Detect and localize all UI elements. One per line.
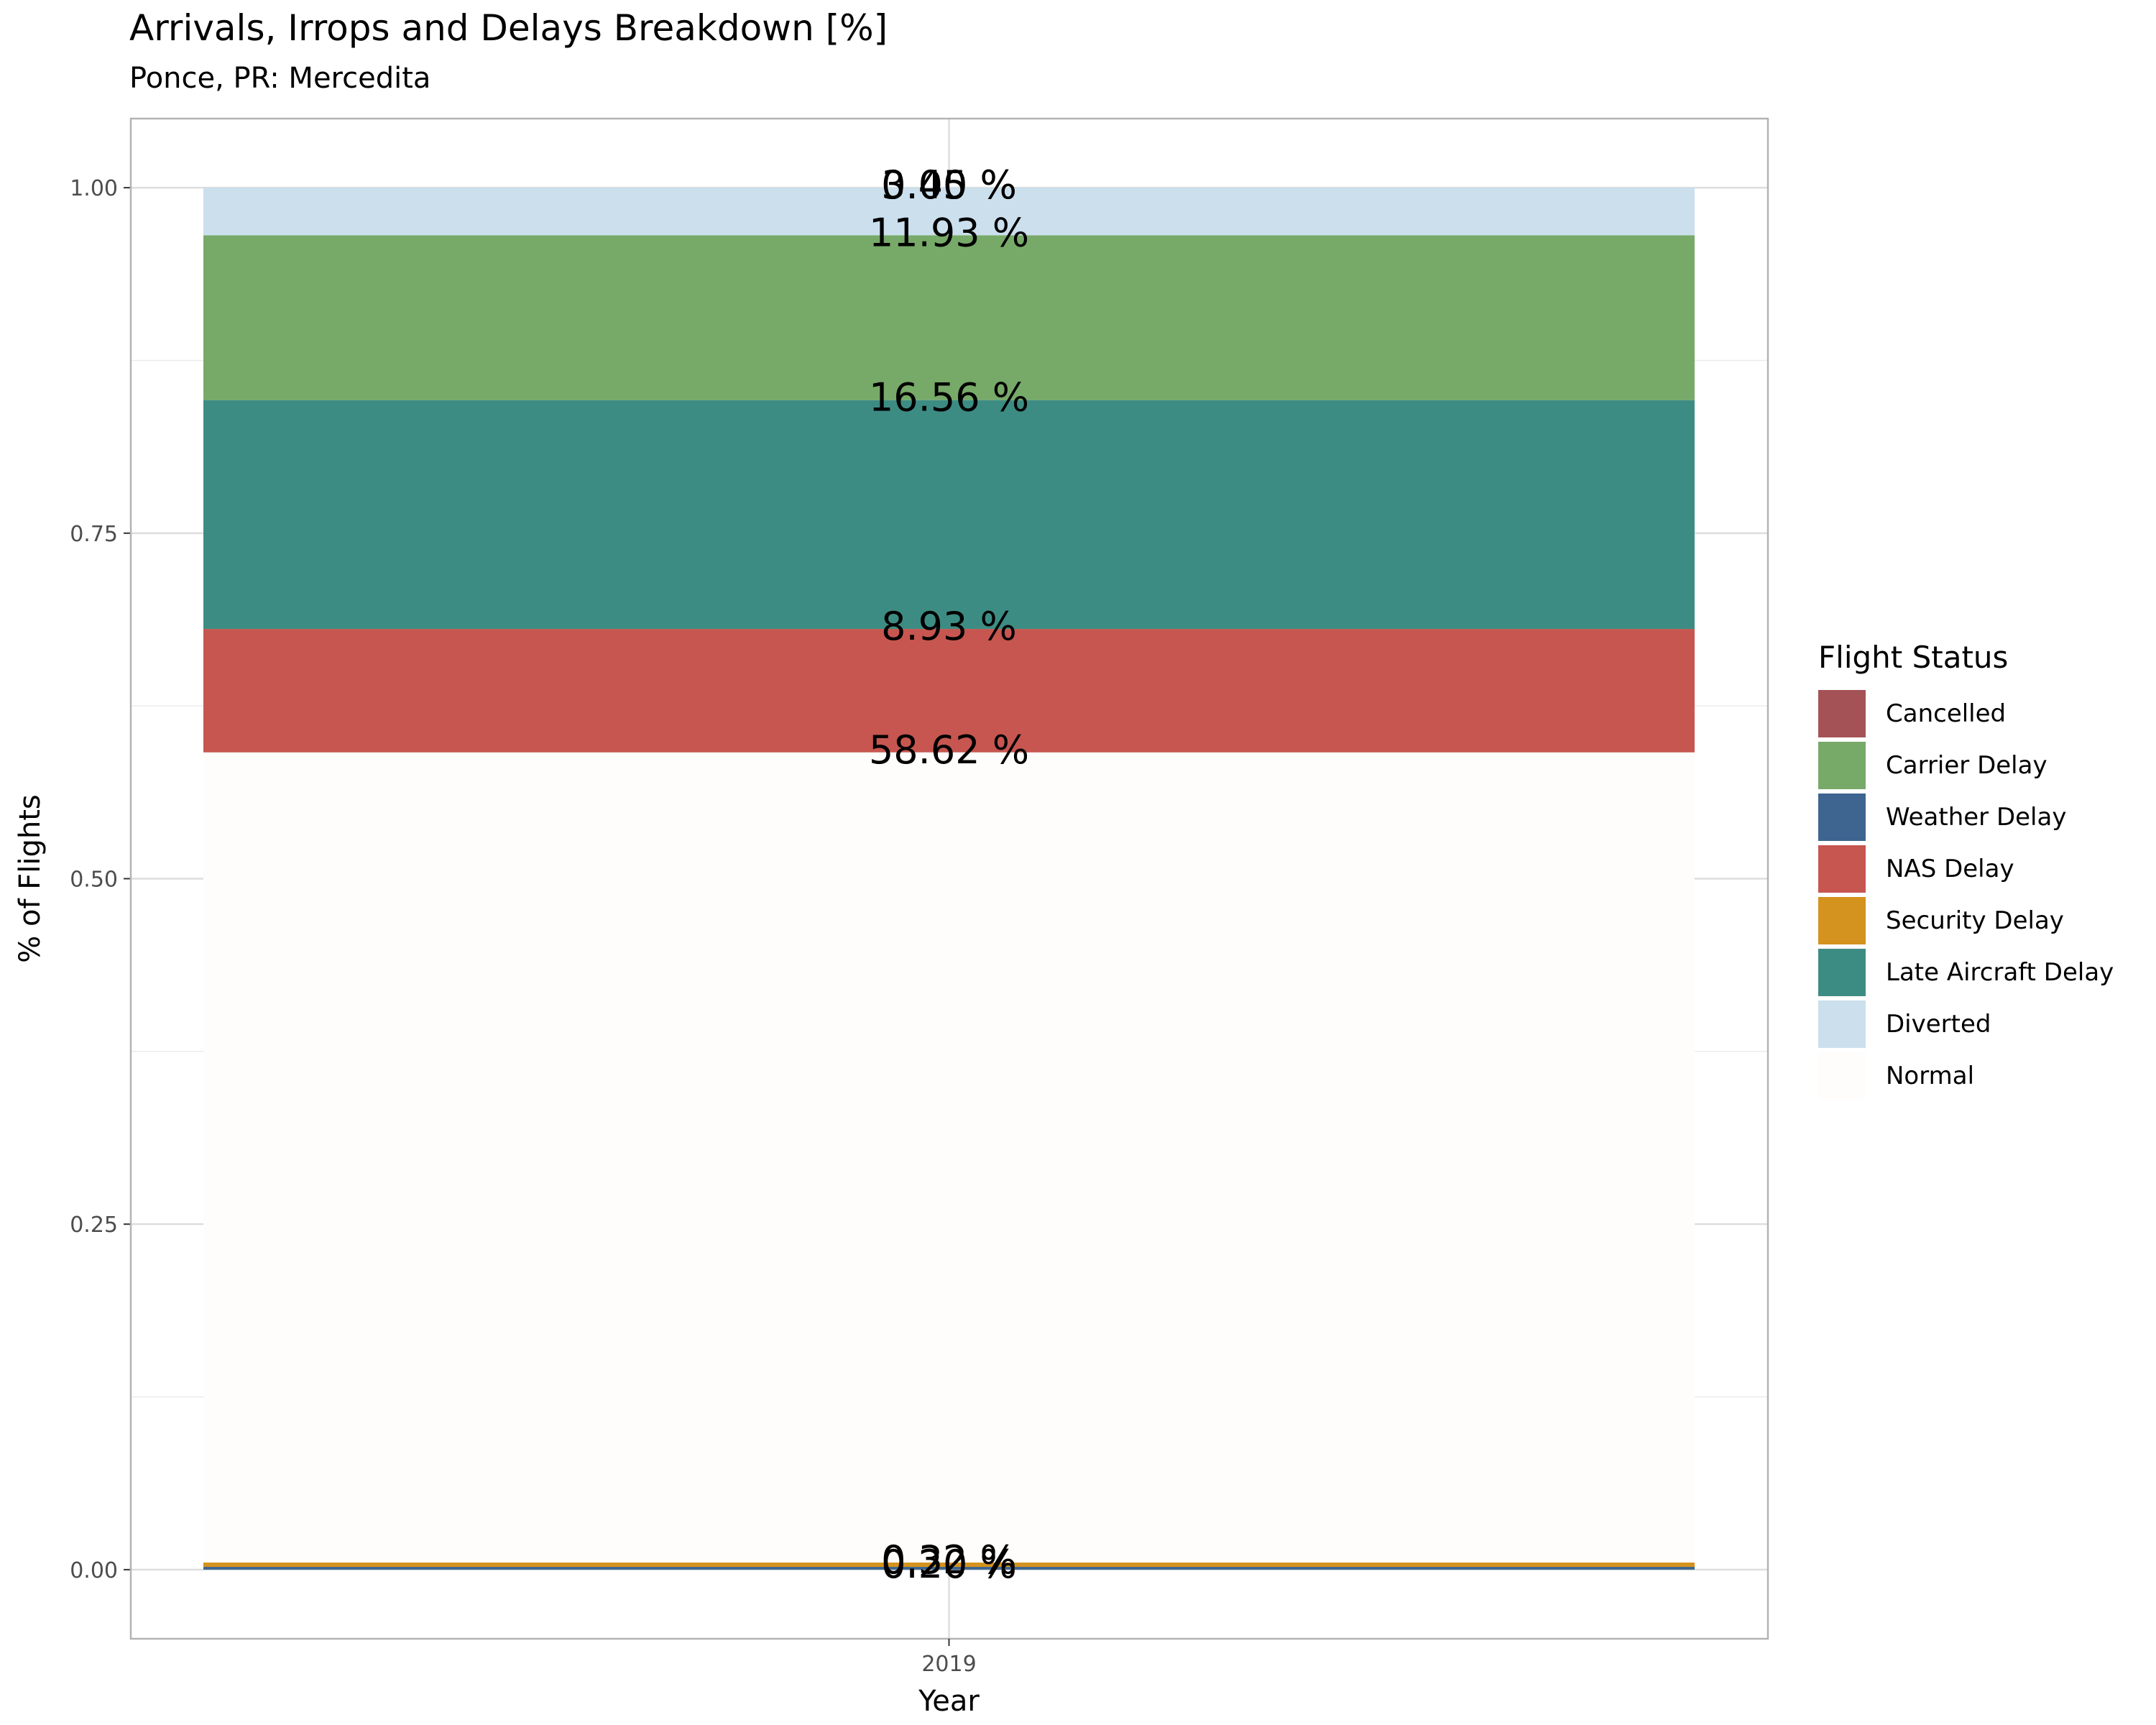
y-axis-title: % of Flights xyxy=(14,794,47,963)
legend-swatch xyxy=(1818,690,1866,737)
data-label: 0.32 % xyxy=(881,1537,1017,1583)
data-label: 58.62 % xyxy=(869,727,1029,773)
legend-label: Cancelled xyxy=(1886,699,2007,728)
data-label: 16.56 % xyxy=(869,375,1029,420)
x-axis-title: Year xyxy=(918,1685,980,1718)
legend-label: Diverted xyxy=(1886,1010,1991,1039)
legend-label: Late Aircraft Delay xyxy=(1886,958,2114,987)
data-label: 0.20 % xyxy=(881,1542,1017,1587)
y-tick-label: 1.00 xyxy=(70,176,118,201)
legend-items: Cancelled Carrier Delay Weather Delay NAS D… xyxy=(1818,688,2114,1102)
legend-label: Weather Delay xyxy=(1886,803,2067,832)
legend-label: NAS Delay xyxy=(1886,855,2014,883)
legend-item: Late Aircraft Delay xyxy=(1818,947,2114,998)
x-tick-label: 2019 xyxy=(921,1652,976,1677)
legend: Flight Status Cancelled Carrier Delay Weat… xyxy=(1818,640,2114,1102)
bar-segment-late-aircraft-delay xyxy=(203,400,1695,630)
legend-item: Cancelled xyxy=(1818,688,2114,740)
y-tick-label: 0.75 xyxy=(70,522,118,547)
data-label: 8.93 % xyxy=(881,604,1017,649)
y-tick-label: 0.25 xyxy=(70,1213,118,1238)
y-tick-label: 0.00 xyxy=(70,1558,118,1583)
legend-swatch xyxy=(1818,794,1866,841)
data-label: 3.45 % xyxy=(881,162,1017,208)
bar-segment-diverted xyxy=(203,187,1695,236)
chart-title: Arrivals, Irrops and Delays Breakdown [%… xyxy=(129,7,888,49)
legend-swatch xyxy=(1818,949,1866,996)
legend-label: Carrier Delay xyxy=(1886,751,2047,780)
legend-swatch xyxy=(1818,1052,1866,1100)
legend-item: Weather Delay xyxy=(1818,791,2114,843)
y-tick-label: 0.50 xyxy=(70,868,118,893)
data-label: 0.00 % xyxy=(881,162,1017,208)
legend-item: NAS Delay xyxy=(1818,843,2114,895)
legend-swatch xyxy=(1818,742,1866,789)
legend-swatch xyxy=(1818,1000,1866,1048)
legend-label: Security Delay xyxy=(1886,906,2064,935)
legend-item: Normal xyxy=(1818,1050,2114,1102)
legend-title: Flight Status xyxy=(1818,640,2009,675)
bar-segment-weather-delay xyxy=(203,1567,1695,1570)
legend-item: Security Delay xyxy=(1818,895,2114,947)
bar-segment-security-delay xyxy=(203,1562,1695,1568)
bar-segment-normal xyxy=(203,752,1695,1563)
legend-item: Diverted xyxy=(1818,998,2114,1050)
legend-label: Normal xyxy=(1886,1062,1975,1090)
bar-segment-carrier-delay xyxy=(203,235,1695,400)
legend-swatch xyxy=(1818,897,1866,944)
legend-item: Carrier Delay xyxy=(1818,740,2114,791)
chart-subtitle: Ponce, PR: Mercedita xyxy=(129,62,431,95)
data-label: 11.93 % xyxy=(869,210,1029,255)
bar-segment-nas-delay xyxy=(203,629,1695,753)
legend-swatch xyxy=(1818,845,1866,893)
